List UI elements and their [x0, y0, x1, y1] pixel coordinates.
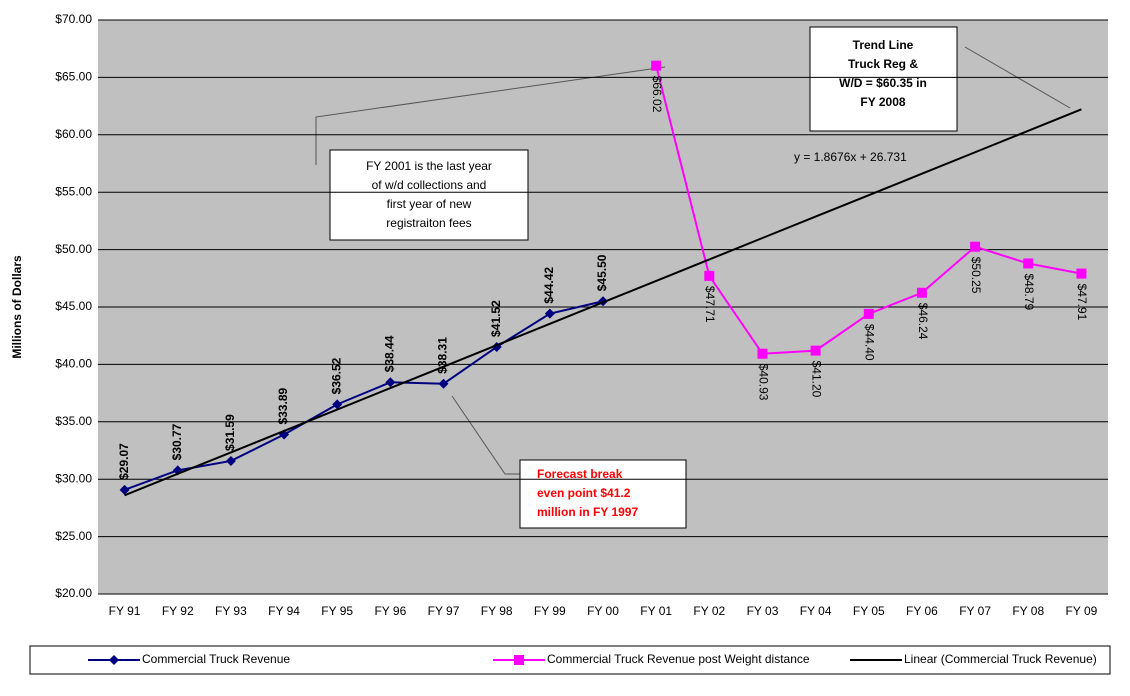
x-tick-label: FY 94 [268, 604, 300, 618]
legend-label: Commercial Truck Revenue [142, 652, 290, 666]
y-tick-label: $55.00 [55, 184, 92, 198]
note-text: million in FY 1997 [537, 505, 638, 519]
x-tick-label: FY 99 [534, 604, 566, 618]
x-tick-label: FY 02 [693, 604, 725, 618]
y-tick-label: $65.00 [55, 70, 92, 84]
legend-marker [109, 655, 119, 665]
legend-label: Commercial Truck Revenue post Weight dis… [547, 652, 810, 666]
note-text: FY 2008 [860, 95, 905, 109]
note-text: even point $41.2 [537, 486, 631, 500]
x-tick-label: FY 07 [959, 604, 991, 618]
y-tick-label: $70.00 [55, 12, 92, 26]
data-label: $33.89 [276, 388, 290, 425]
data-label: $44.40 [863, 324, 877, 361]
x-tick-label: FY 08 [1012, 604, 1044, 618]
x-tick-label: FY 96 [374, 604, 406, 618]
note-text: of w/d collections and [372, 178, 487, 192]
data-label: $50.25 [969, 257, 983, 294]
data-label: $47.91 [1075, 284, 1089, 321]
data-label: $46.24 [916, 303, 930, 340]
data-label: $45.50 [595, 254, 609, 291]
x-tick-label: FY 92 [162, 604, 194, 618]
data-label: $38.44 [383, 335, 397, 372]
x-tick-label: FY 95 [321, 604, 353, 618]
series-line [124, 108, 1082, 497]
y-tick-label: $20.00 [55, 586, 92, 600]
note-text: Truck Reg & [848, 57, 918, 71]
data-point [438, 378, 449, 389]
data-point [651, 60, 662, 71]
series-line [124, 300, 604, 491]
data-label: $40.93 [756, 364, 770, 401]
x-tick-label: FY 09 [1066, 604, 1098, 618]
data-label: $66.02 [650, 76, 664, 113]
leader-line [315, 66, 666, 165]
x-tick-label: FY 91 [109, 604, 141, 618]
legend-label: Linear (Commercial Truck Revenue) [904, 652, 1097, 666]
x-tick-label: FY 97 [428, 604, 460, 618]
note-text: Forecast break [537, 467, 623, 481]
data-label: $48.79 [1022, 273, 1036, 310]
data-label: $44.42 [542, 267, 556, 304]
x-tick-label: FY 98 [481, 604, 513, 618]
x-tick-label: FY 93 [215, 604, 247, 618]
data-point [385, 377, 396, 388]
x-tick-label: FY 03 [747, 604, 779, 618]
data-point [1076, 268, 1087, 279]
note-box [519, 459, 687, 529]
note-text: Trend Line [853, 38, 914, 52]
data-label: $41.52 [489, 300, 503, 337]
data-point [1023, 258, 1034, 269]
x-tick-label: FY 01 [640, 604, 672, 618]
data-label: $29.07 [117, 443, 131, 480]
y-tick-label: $35.00 [55, 414, 92, 428]
y-tick-label: $60.00 [55, 127, 92, 141]
x-tick-label: FY 05 [853, 604, 885, 618]
y-axis-label: Millions of Dollars [10, 255, 24, 359]
equation: y = 1.8676x + 26.731 [794, 150, 907, 164]
data-point [757, 348, 768, 359]
data-point [810, 345, 821, 356]
y-tick-label: $40.00 [55, 357, 92, 371]
data-point [332, 399, 343, 410]
note-text: W/D = $60.35 in [839, 76, 927, 90]
legend [29, 645, 1111, 675]
data-point [225, 455, 236, 466]
data-point [916, 287, 927, 298]
note-text: first year of new [387, 197, 472, 211]
note-box [329, 149, 529, 241]
note-box [809, 26, 958, 132]
x-tick-label: FY 06 [906, 604, 938, 618]
data-label: $31.59 [223, 414, 237, 451]
data-label: $41.20 [809, 361, 823, 398]
data-label: $47.71 [703, 286, 717, 323]
data-label: $30.77 [170, 423, 184, 460]
note-text: registraiton fees [386, 216, 471, 230]
x-tick-label: FY 04 [800, 604, 832, 618]
data-point [970, 241, 981, 252]
data-point [704, 270, 715, 281]
data-point [544, 308, 555, 319]
x-tick-label: FY 00 [587, 604, 619, 618]
y-tick-label: $25.00 [55, 529, 92, 543]
y-tick-label: $30.00 [55, 471, 92, 485]
data-label: $36.52 [329, 357, 343, 394]
y-tick-label: $50.00 [55, 242, 92, 256]
data-point [119, 484, 130, 495]
note-text: FY 2001 is the last year [366, 159, 492, 173]
y-tick-label: $45.00 [55, 299, 92, 313]
legend-marker [514, 655, 524, 665]
data-point [863, 308, 874, 319]
